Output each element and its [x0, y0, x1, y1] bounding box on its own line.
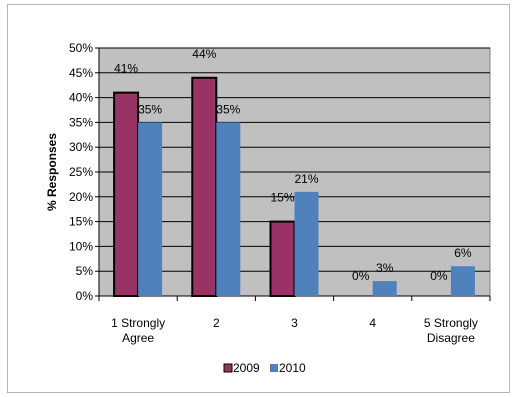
- y-tick-label: 10%: [69, 239, 93, 253]
- y-tick-label: 50%: [69, 41, 93, 55]
- data-label-2010-2: 35%: [216, 102, 240, 116]
- y-tick-label: 35%: [69, 115, 93, 129]
- legend-label-2010: 2010: [279, 361, 306, 375]
- data-label-2009-4: 0%: [352, 269, 370, 283]
- bar-2010-5: [450, 266, 475, 296]
- y-axis-label: % Responses: [45, 133, 59, 211]
- x-tick-label: 3: [291, 316, 298, 330]
- data-label-2010-4: 3%: [376, 261, 394, 275]
- x-axis-ticks: 1 Strongly Agree 2 3 4 5 Strongly Disagree: [98, 296, 491, 345]
- bar-2009-1: [113, 91, 140, 297]
- data-label-2010-5: 6%: [454, 246, 472, 260]
- x-tick-label: 4: [369, 316, 376, 330]
- x-tick-label: 2: [213, 316, 220, 330]
- y-tick-label: 30%: [69, 140, 93, 154]
- data-label-2009-3: 15%: [270, 191, 294, 205]
- data-label-2010-1: 35%: [138, 102, 162, 116]
- bar-2010-2: [216, 122, 241, 297]
- bar-2009-3: [269, 220, 296, 298]
- y-tick-label: 20%: [69, 190, 93, 204]
- y-tick-label: 15%: [69, 215, 93, 229]
- legend: 2009 2010: [223, 361, 306, 375]
- legend-label-2009: 2009: [233, 361, 260, 375]
- data-label-2009-2: 44%: [192, 47, 216, 61]
- legend-swatch-2010: [270, 364, 278, 372]
- y-tick-label: 5%: [76, 264, 94, 278]
- data-labels: 41% 44% 15% 0% 0% 35% 35% 21% 3% 6%: [114, 47, 472, 283]
- bar-2009-2: [191, 76, 218, 298]
- data-label-2009-5: 0%: [430, 269, 448, 283]
- y-tick-label: 40%: [69, 91, 93, 105]
- y-tick-label: 0%: [76, 289, 94, 303]
- bar-2010-4: [372, 281, 397, 296]
- data-label-2009-1: 41%: [114, 62, 138, 76]
- bar-2010-3: [294, 191, 319, 296]
- x-tick-label: 1 Strongly Agree: [111, 316, 165, 345]
- bars: [113, 76, 475, 298]
- y-tick-label: 45%: [69, 66, 93, 80]
- data-label-2010-3: 21%: [294, 172, 318, 186]
- bar-2010-1: [138, 122, 163, 297]
- legend-swatch-2009: [223, 363, 233, 373]
- y-tick-label: 25%: [69, 165, 93, 179]
- x-tick-label: 5 Strongly Disagree: [424, 316, 478, 345]
